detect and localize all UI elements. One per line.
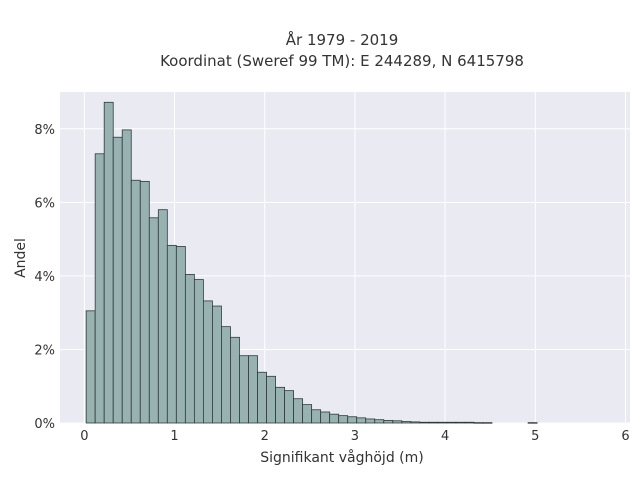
histogram-bar [248,355,258,424]
histogram-bar [464,421,475,424]
y-tick-label: 6% [34,196,55,211]
histogram-bar [239,355,249,424]
x-tick-labels: 0 1 2 3 4 5 6 [80,429,629,444]
histogram-bar [94,153,105,424]
histogram-bar [356,417,367,424]
histogram-bar [85,310,96,424]
histogram-bar [365,418,376,424]
x-tick-label: 1 [170,429,178,444]
histogram-bar [410,421,421,424]
histogram-bar [266,375,276,424]
histogram-bar [121,129,132,424]
histogram-bar [338,415,349,424]
histogram-bar [184,274,195,424]
histogram-bar [392,420,403,424]
histogram-bar [284,390,294,424]
histogram-bar [437,421,448,424]
histogram-bar [112,136,123,424]
histogram-bar [428,421,439,424]
y-tick-labels: 0% 2% 4% 6% 8% [34,123,55,432]
histogram-bar [139,180,150,424]
y-tick-label: 8% [34,123,55,138]
chart-title-line-2: Koordinat (Sweref 99 TM): E 244289, N 64… [160,52,524,70]
histogram-bar [320,411,331,424]
histogram-bar [193,279,204,424]
histogram-bar [166,244,177,424]
histogram-bar [230,336,240,424]
histogram-bar [446,421,457,424]
histogram-bar [257,371,267,424]
histogram-bar [329,413,340,424]
histogram-bar [275,386,285,424]
x-tick-label: 4 [441,429,449,444]
histogram-bars [85,101,538,424]
histogram-bar [383,420,394,424]
histogram-bar [473,422,484,424]
histogram-bar [527,422,538,424]
histogram-bar [401,421,412,424]
y-tick-label: 2% [34,343,55,358]
histogram-bar [157,209,168,424]
histogram-bar [293,398,304,424]
x-tick-label: 2 [261,429,269,444]
histogram-bar [130,179,141,424]
histogram-bar [374,419,385,424]
x-axis-label: Signifikant våghöjd (m) [260,449,423,466]
y-axis-label: Andel [13,238,29,278]
histogram-bar [455,421,466,424]
y-tick-label: 4% [34,270,55,285]
histogram-bar [103,101,114,424]
histogram-bar [221,326,231,424]
x-tick-label: 3 [351,429,359,444]
histogram-bar [419,421,430,424]
x-tick-label: 5 [531,429,539,444]
x-tick-label: 0 [80,429,88,444]
x-tick-label: 6 [621,429,629,444]
histogram-bar [302,404,313,424]
histogram-bar [482,422,493,424]
histogram-bar [311,409,322,424]
histogram-bar [212,305,222,424]
histogram-bar [347,416,358,424]
histogram-bar [175,246,186,424]
histogram-bar [203,300,213,424]
histogram-bar [148,217,159,424]
y-tick-label: 0% [34,417,55,432]
chart-title-line-1: År 1979 - 2019 [286,30,399,49]
